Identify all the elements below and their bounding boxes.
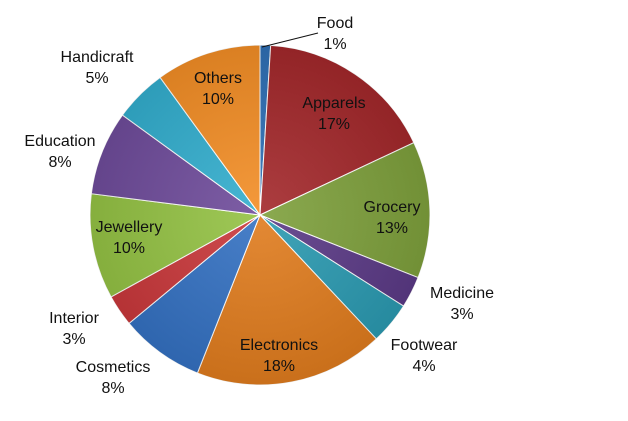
slice-label-handicraft: Handicraft [61,49,134,66]
slice-label-education: Education [24,133,95,150]
slice-value-cosmetics: 8% [101,380,124,397]
slice-value-electronics: 18% [263,358,295,375]
slice-value-handicraft: 5% [85,70,108,87]
slice-label-food: Food [317,15,353,32]
slice-label-electronics: Electronics [240,337,318,354]
slice-value-others: 10% [202,91,234,108]
labels-layer: Food 1% Apparels 17% Grocery 13% Medicine 3% Foo… [24,15,494,397]
slice-label-others: Others [194,70,242,87]
leader-line-food [261,32,319,48]
leader-lines [261,32,319,48]
slice-label-interior: Interior [49,310,99,327]
slice-label-grocery: Grocery [364,199,421,216]
slice-label-footwear: Footwear [391,337,458,354]
slice-value-jewellery: 10% [113,240,145,257]
slice-label-jewellery: Jewellery [96,219,163,236]
slice-value-interior: 3% [62,331,85,348]
slice-label-medicine: Medicine [430,285,494,302]
slice-value-footwear: 4% [412,358,435,375]
slice-value-food: 1% [323,36,346,53]
slice-value-apparels: 17% [318,116,350,133]
slice-label-apparels: Apparels [302,95,365,112]
slice-value-education: 8% [48,154,71,171]
slice-value-medicine: 3% [450,306,473,323]
slice-value-grocery: 13% [376,220,408,237]
slice-label-cosmetics: Cosmetics [76,359,151,376]
